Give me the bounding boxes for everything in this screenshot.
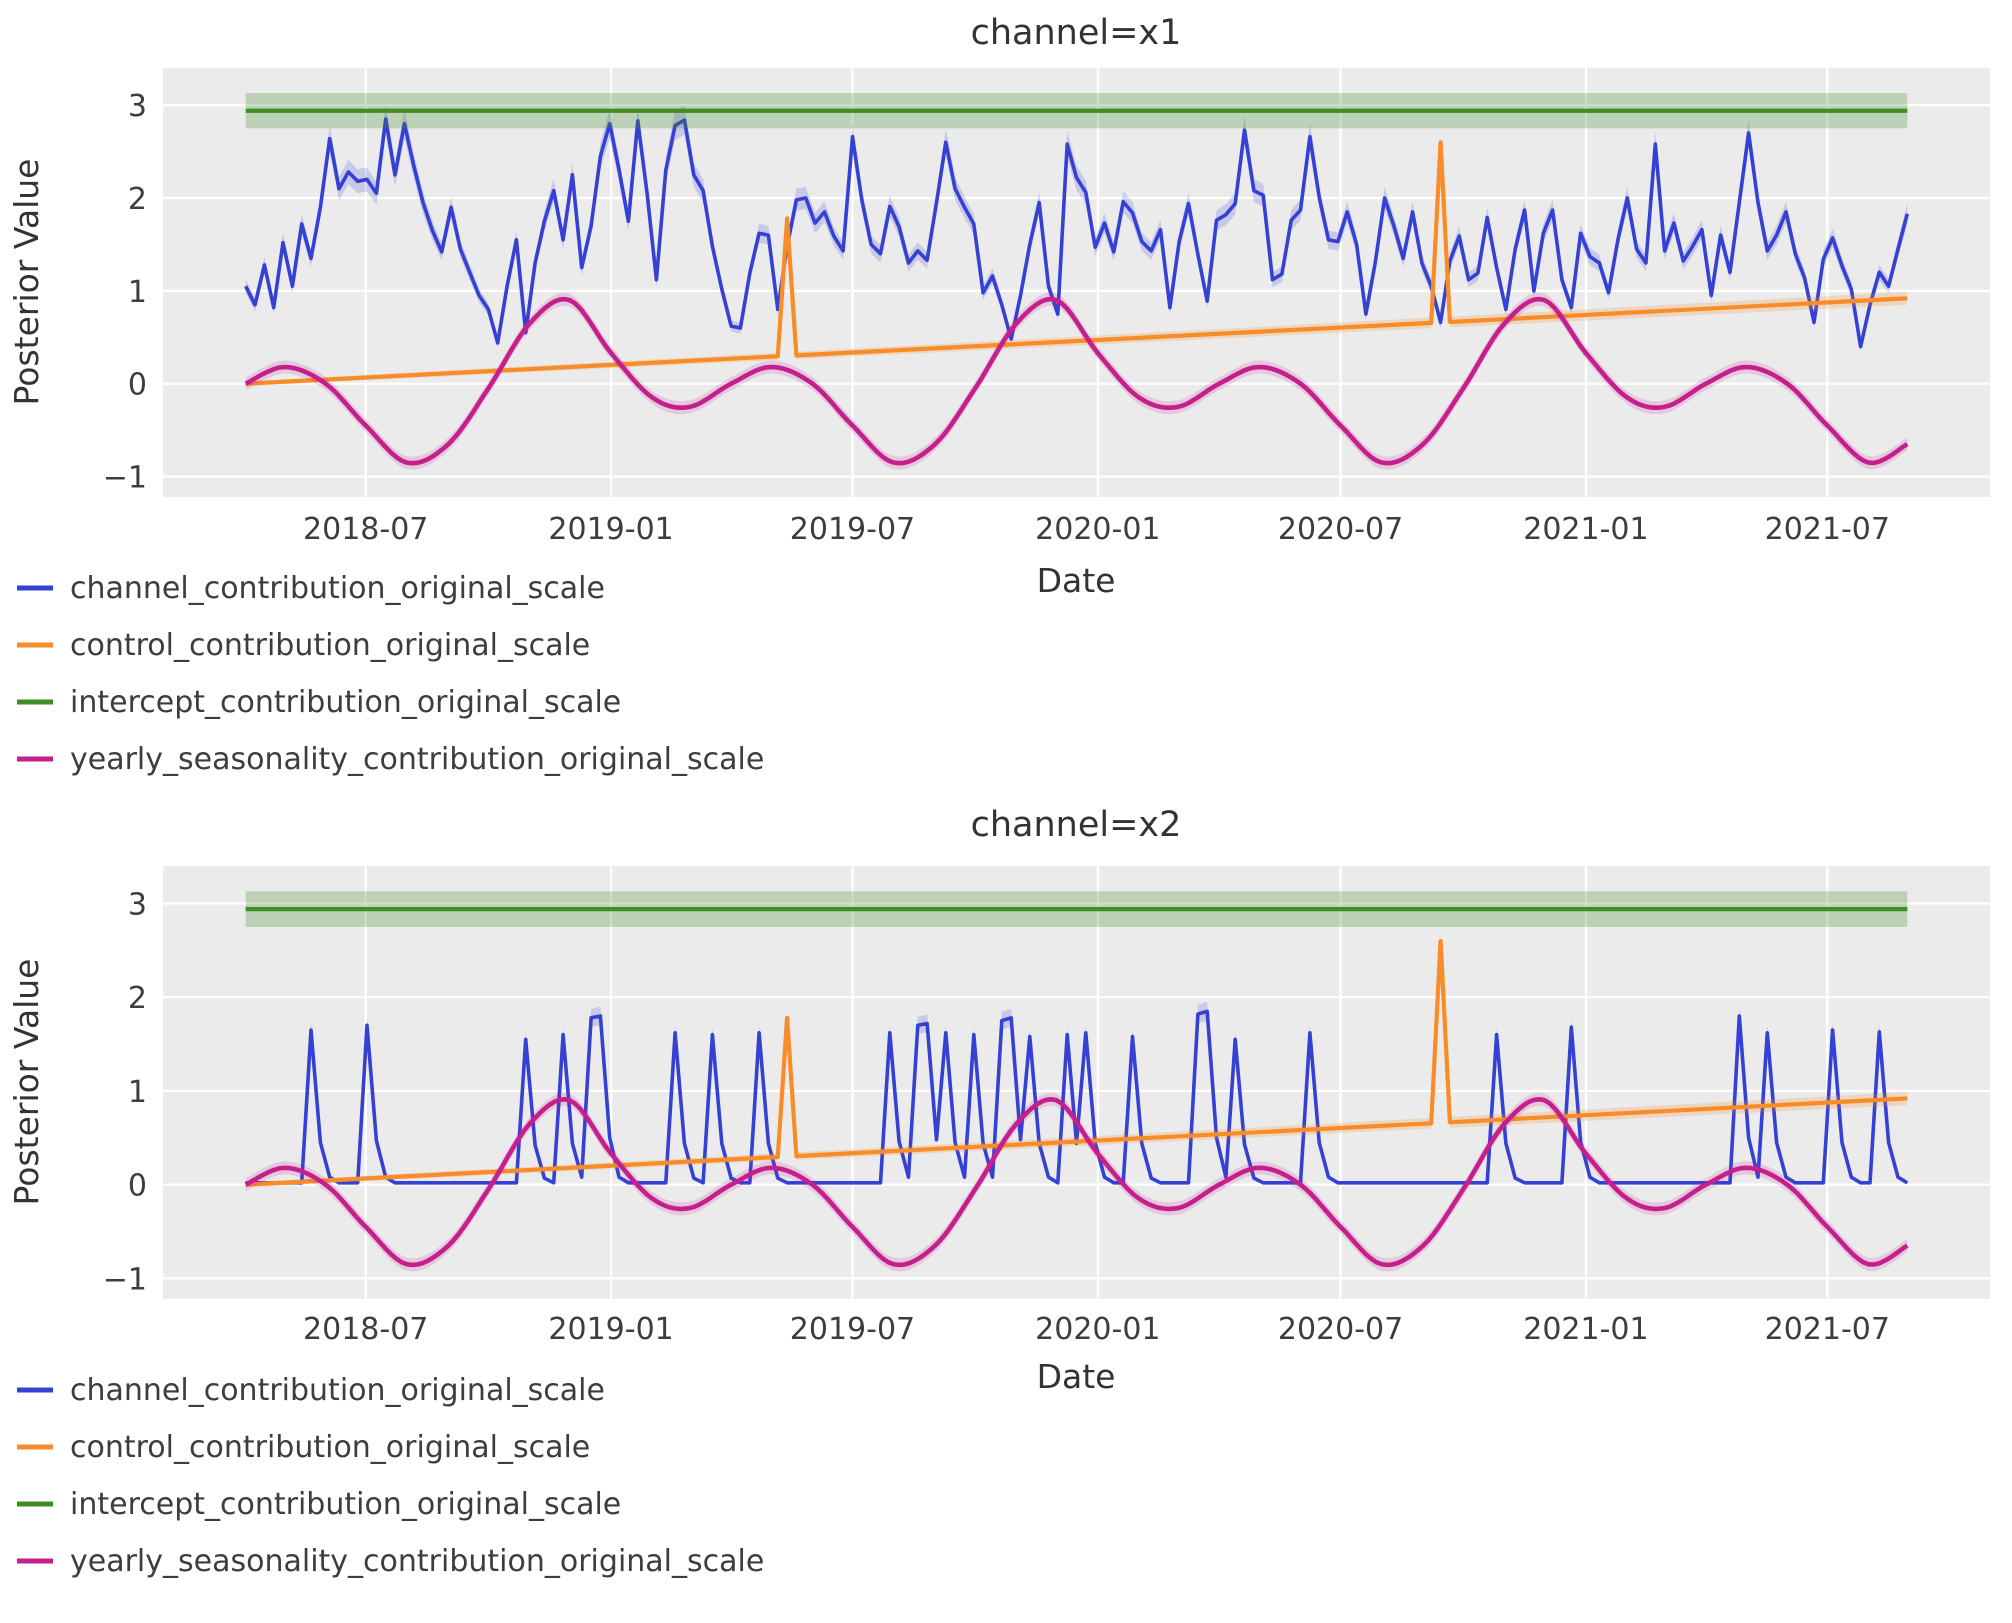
y-tick-label: 1: [128, 275, 147, 310]
plot-area-x2: [163, 866, 1990, 1299]
panel-title-x2: channel=x2: [971, 805, 1182, 845]
legend-label-control: control_contribution_original_scale: [70, 1430, 590, 1465]
legend-label-seasonality: yearly_seasonality_contribution_original…: [70, 742, 764, 777]
legend-label-seasonality: yearly_seasonality_contribution_original…: [70, 1544, 764, 1579]
x-tick-label: 2019-01: [548, 512, 673, 547]
x-tick-label: 2021-01: [1523, 1312, 1648, 1347]
legend-item-channel: channel_contribution_original_scale: [17, 1373, 605, 1408]
y-tick-label: 2: [128, 981, 147, 1016]
plot-background: [163, 866, 1990, 1299]
y-tick-label: 0: [128, 1169, 147, 1204]
legend-item-seasonality: yearly_seasonality_contribution_original…: [17, 1544, 764, 1579]
x-tick-label: 2020-01: [1035, 1312, 1160, 1347]
legend-label-channel: channel_contribution_original_scale: [70, 1373, 605, 1408]
legend-item-seasonality: yearly_seasonality_contribution_original…: [17, 742, 764, 777]
control-contribution-line: [245, 938, 1908, 1187]
y-tick-label: 1: [128, 1075, 147, 1110]
legend-item-intercept: intercept_contribution_original_scale: [17, 685, 621, 720]
y-axis-label-x1: Posterior Value: [7, 159, 46, 406]
x-tick-label: 2020-01: [1035, 512, 1160, 547]
panel-title-x1: channel=x1: [971, 13, 1182, 53]
legend-label-control: control_contribution_original_scale: [70, 628, 590, 663]
control-hdi-band: [245, 137, 1908, 386]
legend-label-intercept: intercept_contribution_original_scale: [70, 1487, 621, 1522]
seasonality-contribution-line: [244, 1097, 1909, 1268]
x-axis-label-x2: Date: [1037, 1357, 1116, 1396]
x-tick-label: 2021-01: [1523, 512, 1648, 547]
x-axis-label-x1: Date: [1037, 561, 1116, 600]
x-tick-label: 2019-07: [790, 1312, 915, 1347]
legend-item-control: control_contribution_original_scale: [17, 628, 590, 663]
x-tick-label: 2018-07: [303, 512, 428, 547]
legend-x2: channel_contribution_original_scalecontr…: [17, 1373, 764, 1579]
y-tick-label: 2: [128, 182, 147, 217]
y-tick-label: −1: [103, 461, 147, 496]
y-tick-label: 3: [128, 89, 147, 124]
axis-labels-x2: 3 2 1 0 −1 2018-07 2019-01 2019-07 2020-01 2020-0…: [103, 887, 1890, 1347]
x-tick-label: 2021-07: [1765, 1312, 1890, 1347]
plot-background: [163, 68, 1990, 497]
x-tick-label: 2021-07: [1765, 512, 1890, 547]
legend-item-channel: channel_contribution_original_scale: [17, 571, 605, 606]
x-tick-label: 2018-07: [303, 1312, 428, 1347]
y-tick-label: 0: [128, 368, 147, 403]
control-hdi-band: [245, 935, 1908, 1187]
x-tick-label: 2019-01: [548, 1312, 673, 1347]
channel-contribution-line: [244, 117, 1910, 349]
y-tick-label: 3: [128, 887, 147, 922]
x-tick-label: 2020-07: [1278, 1312, 1403, 1347]
panel-svg-0: 3 2 1 0 −1 2018-07 2019-01 2019-07 2020-01 2020-0…: [7, 13, 1990, 777]
legend-label-channel: channel_contribution_original_scale: [70, 571, 605, 606]
legend-item-intercept: intercept_contribution_original_scale: [17, 1487, 621, 1522]
seasonality-contribution-line: [244, 296, 1909, 466]
x-tick-label: 2019-07: [790, 512, 915, 547]
legend-x1: channel_contribution_original_scalecontr…: [17, 571, 764, 777]
y-axis-label-x2: Posterior Value: [7, 959, 46, 1206]
panel-svg-1: 3 2 1 0 −1 2018-07 2019-01 2019-07 2020-01 2020-0…: [7, 805, 1990, 1579]
x-tick-label: 2020-07: [1278, 512, 1403, 547]
legend-item-control: control_contribution_original_scale: [17, 1430, 590, 1465]
plot-area-x1: [163, 68, 1990, 497]
axis-labels-x1: 3 2 1 0 −1 2018-07 2019-01 2019-07 2020-01 2020-0…: [103, 89, 1890, 547]
legend-label-intercept: intercept_contribution_original_scale: [70, 685, 621, 720]
control-contribution-line: [245, 140, 1908, 386]
y-tick-label: −1: [103, 1262, 147, 1297]
